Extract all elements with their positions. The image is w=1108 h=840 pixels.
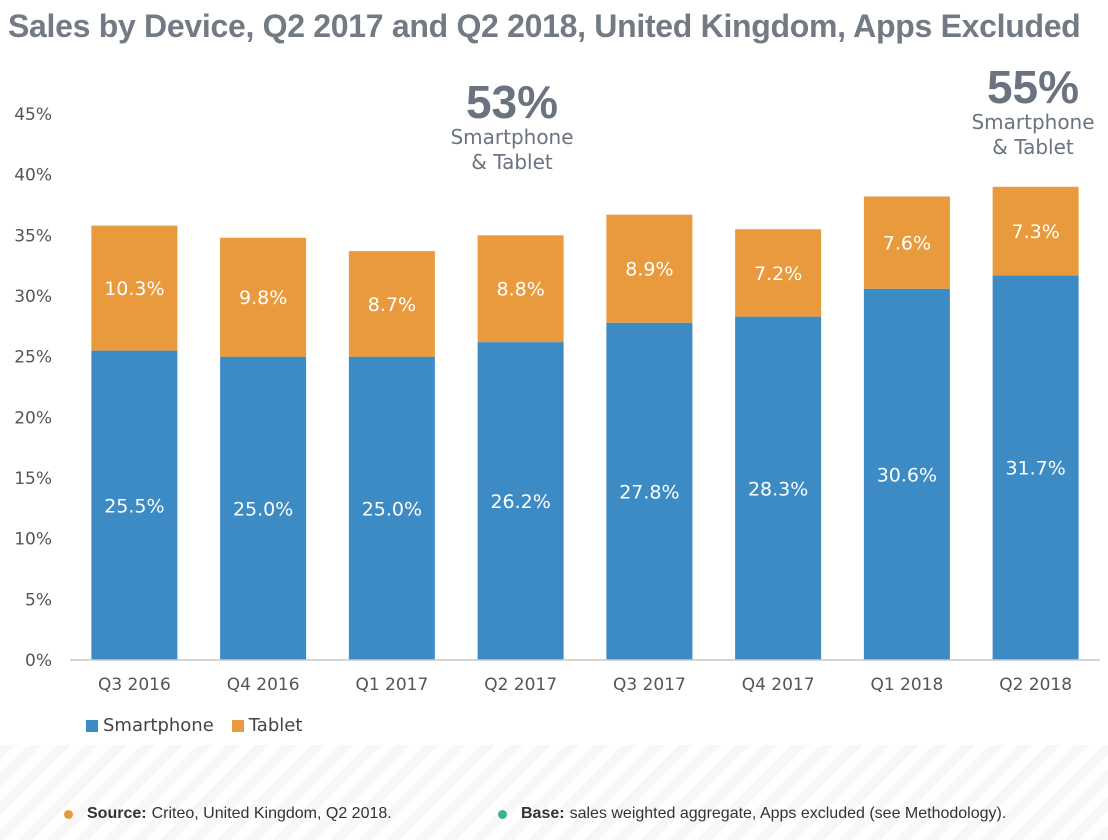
data-label-smartphone: 25.0%	[233, 498, 293, 520]
x-tick-label: Q1 2017	[355, 675, 428, 695]
callout-label-line1: Smartphone	[971, 110, 1095, 134]
y-tick-label: 0%	[25, 651, 52, 671]
base-text: sales weighted aggregate, Apps excluded …	[569, 805, 1007, 822]
legend-swatch-smartphone	[86, 719, 98, 732]
footer	[0, 745, 1108, 840]
bar-smartphone	[348, 356, 435, 660]
x-tick-label: Q3 2017	[613, 675, 686, 695]
y-tick-label: 20%	[14, 408, 52, 428]
callout-label-line1: Smartphone	[450, 125, 574, 149]
bar-smartphone	[606, 322, 693, 660]
page-title: Sales by Device, Q2 2017 and Q2 2018, Un…	[8, 8, 1081, 44]
data-label-tablet: 8.9%	[625, 259, 673, 281]
callout-label-line2: & Tablet	[471, 150, 553, 174]
callout-q2-2017: 53% Smartphone & Tablet	[422, 79, 602, 175]
bar-smartphone	[992, 275, 1079, 660]
bar-smartphone	[220, 356, 307, 660]
source-label: Source:	[87, 805, 147, 822]
y-tick-label: 40%	[14, 166, 52, 186]
base-label: Base:	[521, 805, 565, 822]
legend: Smartphone Tablet	[86, 715, 320, 736]
y-tick-label: 5%	[25, 590, 52, 610]
x-axis: Q3 2016 Q4 2016 Q1 2017 Q2 2017 Q3 2017 Q4 20…	[70, 659, 1100, 695]
data-label-smartphone: 27.8%	[619, 481, 679, 503]
bar-smartphone	[477, 342, 564, 660]
legend-swatch-tablet	[231, 719, 244, 732]
footer-base: Base: sales weighted aggregate, Apps exc…	[498, 805, 1006, 823]
data-label-tablet: 8.8%	[496, 279, 544, 301]
data-label-smartphone: 31.7%	[1005, 458, 1065, 480]
callout-value: 53%	[465, 76, 559, 128]
callout-q2-2018: 55% Smartphone & Tablet	[943, 64, 1108, 160]
legend-label: Tablet	[248, 715, 303, 736]
y-tick-label: 45%	[14, 105, 52, 125]
x-tick-label: Q3 2016	[98, 675, 171, 695]
data-label-tablet: 9.8%	[239, 287, 287, 309]
y-axis: 0% 5% 10% 15% 20% 25% 30% 35% 40% 45%	[14, 105, 52, 671]
bar-smartphone	[91, 350, 178, 660]
y-tick-label: 25%	[14, 348, 52, 368]
source-bullet-icon	[64, 809, 73, 819]
legend-item-tablet: Tablet	[231, 715, 303, 736]
y-tick-label: 15%	[14, 469, 52, 489]
data-label-smartphone: 30.6%	[877, 464, 937, 486]
bar-tablet	[606, 214, 693, 323]
data-label-smartphone: 25.0%	[362, 498, 422, 520]
legend-item-smartphone: Smartphone	[86, 715, 214, 736]
x-tick-label: Q2 2018	[999, 675, 1072, 695]
bar-tablet	[863, 196, 950, 289]
bar-tablet	[992, 186, 1079, 276]
data-label-tablet: 8.7%	[368, 294, 416, 316]
x-tick-label: Q2 2017	[484, 675, 557, 695]
footer-source: Source: Criteo, United Kingdom, Q2 2018.	[64, 805, 392, 823]
bar-tablet	[735, 229, 822, 317]
x-tick-label: Q4 2017	[742, 675, 815, 695]
bar-tablet	[91, 225, 178, 351]
bar-smartphone	[735, 316, 822, 660]
bars: 25.5% 10.3% 25.0% 9.8% 25.0% 8.7% 26.2% 8.8% 27.…	[91, 186, 1079, 660]
callout-label-line2: & Tablet	[992, 135, 1074, 159]
bar-smartphone	[863, 288, 950, 660]
data-label-smartphone: 26.2%	[490, 491, 550, 513]
bar-tablet	[477, 235, 564, 343]
y-tick-label: 10%	[14, 530, 52, 550]
bar-tablet	[348, 251, 435, 357]
data-label-smartphone: 28.3%	[748, 478, 808, 500]
source-text: Criteo, United Kingdom, Q2 2018.	[151, 805, 392, 822]
x-tick-label: Q1 2018	[870, 675, 943, 695]
data-label-tablet: 7.3%	[1011, 221, 1059, 243]
y-tick-label: 35%	[14, 226, 52, 246]
y-tick-label: 30%	[14, 287, 52, 307]
data-label-tablet: 7.6%	[883, 233, 931, 255]
data-label-smartphone: 25.5%	[104, 495, 164, 517]
legend-label: Smartphone	[103, 715, 214, 736]
callout-value: 55%	[986, 61, 1080, 113]
data-label-tablet: 7.2%	[754, 263, 802, 285]
bar-tablet	[220, 237, 307, 357]
base-bullet-icon	[498, 809, 507, 819]
stacked-bar-chart: 0%5%10%15%20%25%30%35%40%45% 25.5%10.3%2…	[14, 105, 1100, 695]
x-tick-label: Q4 2016	[227, 675, 300, 695]
data-label-tablet: 10.3%	[104, 278, 164, 300]
